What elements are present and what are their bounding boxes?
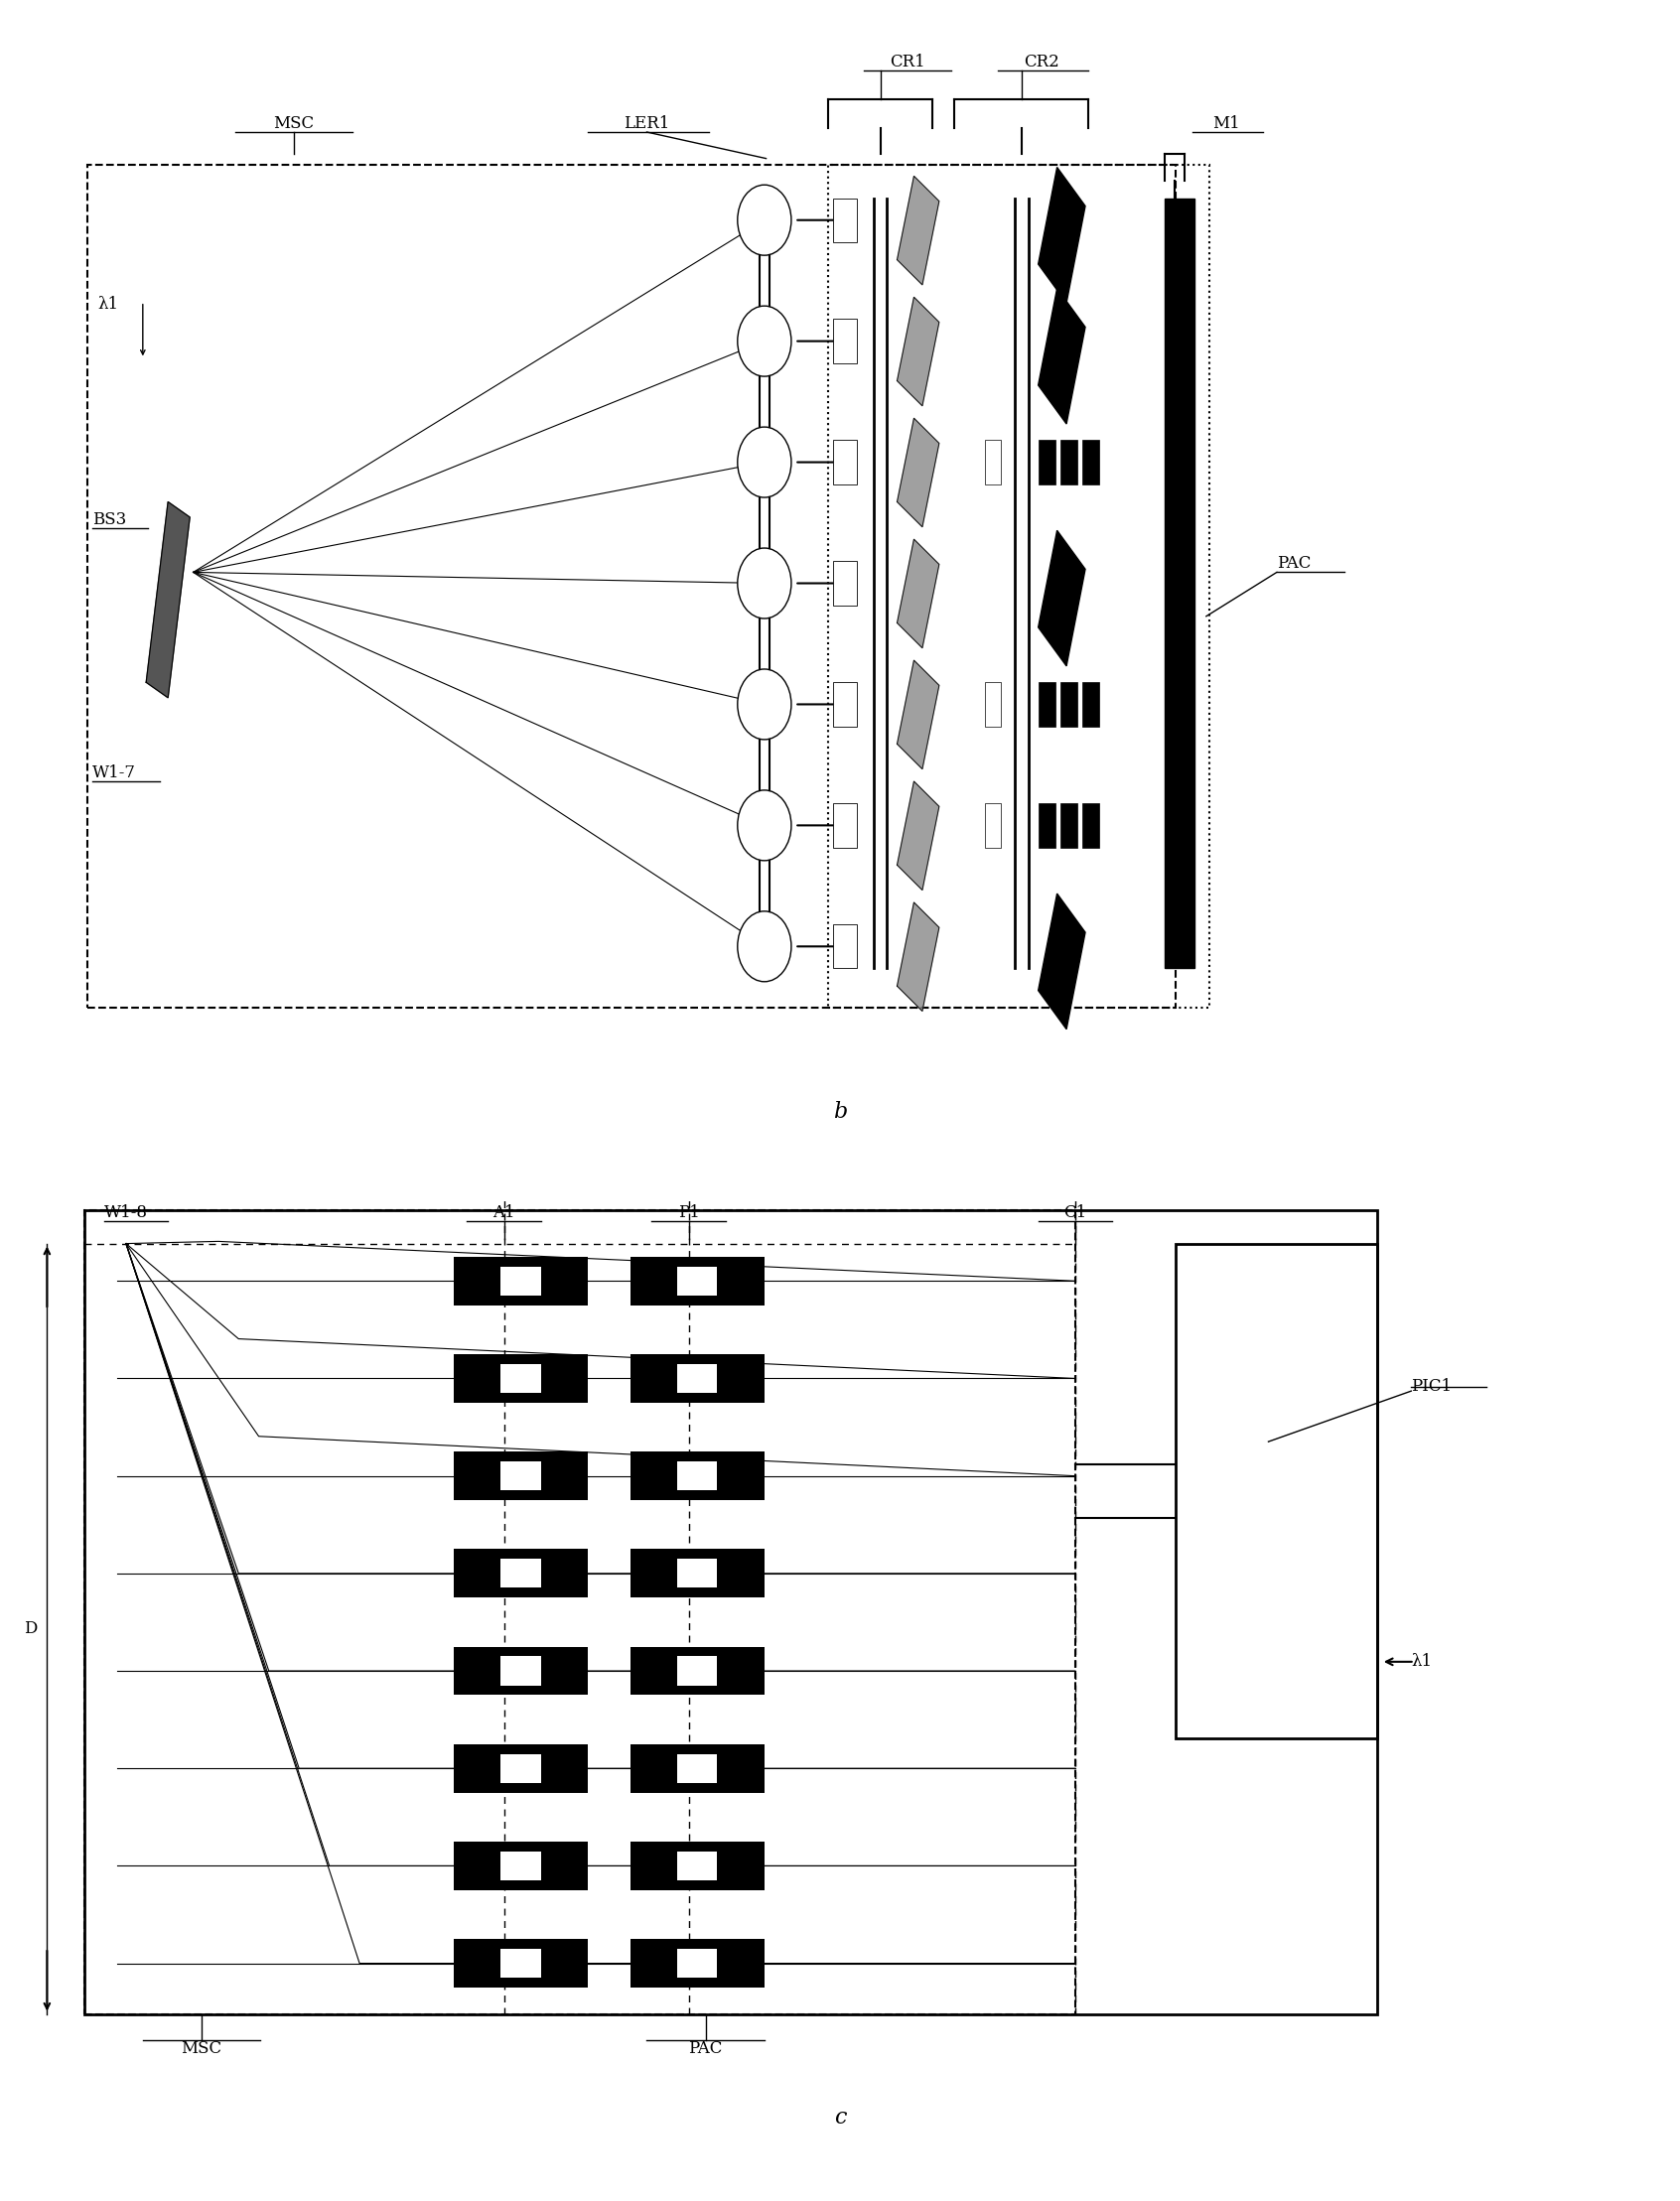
Bar (501, 1266, 541, 1296)
Bar (833, 319, 857, 363)
Bar (833, 682, 857, 726)
Bar (984, 803, 1001, 847)
Bar (833, 803, 857, 847)
Bar (630, 1550, 764, 1598)
Text: c: c (833, 2106, 847, 2128)
Bar (454, 1257, 588, 1305)
Bar (833, 198, 857, 242)
Polygon shape (1038, 530, 1085, 667)
Bar (1176, 1244, 1378, 1739)
Bar (984, 440, 1001, 484)
Text: W1-8: W1-8 (104, 1204, 148, 1222)
Polygon shape (897, 539, 939, 647)
Bar (501, 1365, 541, 1393)
Bar (1082, 803, 1099, 847)
Text: PIC1: PIC1 (1411, 1378, 1452, 1395)
Circle shape (738, 911, 791, 982)
Text: λ1: λ1 (1411, 1653, 1431, 1671)
Polygon shape (897, 176, 939, 284)
Polygon shape (897, 660, 939, 768)
Bar (630, 1354, 764, 1402)
Bar (454, 1453, 588, 1501)
Text: P1: P1 (679, 1204, 699, 1222)
Bar (833, 924, 857, 968)
Bar (677, 1461, 717, 1490)
Bar (1038, 682, 1055, 726)
Polygon shape (897, 781, 939, 889)
Bar (454, 1939, 588, 1988)
Polygon shape (897, 418, 939, 526)
Bar (677, 1657, 717, 1686)
Text: λ1: λ1 (97, 295, 118, 313)
Text: D: D (24, 1620, 37, 1638)
Text: M1: M1 (1213, 114, 1240, 132)
Bar (630, 1646, 764, 1695)
Bar (454, 1550, 588, 1598)
Text: PAC: PAC (1277, 555, 1310, 572)
Text: b: b (833, 1100, 847, 1123)
Text: MSC: MSC (181, 2040, 222, 2058)
Bar (677, 1851, 717, 1880)
Bar (630, 1743, 764, 1792)
Text: BS3: BS3 (92, 511, 126, 528)
Bar (677, 1266, 717, 1296)
Polygon shape (897, 297, 939, 405)
Circle shape (738, 548, 791, 618)
Bar (630, 1453, 764, 1501)
Text: PAC: PAC (689, 2040, 722, 2058)
Bar (630, 1842, 764, 1891)
Bar (501, 1461, 541, 1490)
Circle shape (738, 185, 791, 255)
Bar (630, 1257, 764, 1305)
Bar (677, 1754, 717, 1783)
Bar (1060, 682, 1077, 726)
Bar (984, 682, 1001, 726)
Bar (1082, 440, 1099, 484)
Circle shape (738, 427, 791, 497)
Bar (1060, 803, 1077, 847)
Bar (454, 1842, 588, 1891)
Text: W1-7: W1-7 (92, 764, 136, 781)
Bar (454, 1743, 588, 1792)
Text: MSC: MSC (274, 114, 314, 132)
Bar (454, 1354, 588, 1402)
Circle shape (738, 790, 791, 861)
Bar (501, 1657, 541, 1686)
Polygon shape (1038, 894, 1085, 1030)
Bar (1060, 440, 1077, 484)
Bar (630, 1939, 764, 1988)
Bar (1038, 440, 1055, 484)
Bar (1038, 803, 1055, 847)
Bar (501, 1948, 541, 1979)
Bar (677, 1365, 717, 1393)
Bar (84, 1211, 1378, 2014)
Text: LER1: LER1 (623, 114, 670, 132)
Circle shape (738, 669, 791, 740)
Bar (828, 165, 1210, 1008)
Polygon shape (1164, 198, 1194, 968)
Text: CR2: CR2 (1023, 53, 1060, 70)
Bar (833, 440, 857, 484)
Polygon shape (146, 502, 190, 698)
Bar (84, 1211, 1075, 2014)
Bar (87, 165, 1176, 1008)
Bar (501, 1754, 541, 1783)
Bar (454, 1646, 588, 1695)
Text: A1: A1 (492, 1204, 516, 1222)
Polygon shape (1038, 167, 1085, 304)
Bar (833, 561, 857, 605)
Bar (677, 1948, 717, 1979)
Polygon shape (897, 902, 939, 1010)
Text: C1: C1 (1063, 1204, 1087, 1222)
Bar (501, 1558, 541, 1587)
Circle shape (738, 306, 791, 376)
Bar (677, 1558, 717, 1587)
Bar (501, 1851, 541, 1880)
Bar (1082, 682, 1099, 726)
Text: CR1: CR1 (889, 53, 926, 70)
Polygon shape (1038, 288, 1085, 425)
